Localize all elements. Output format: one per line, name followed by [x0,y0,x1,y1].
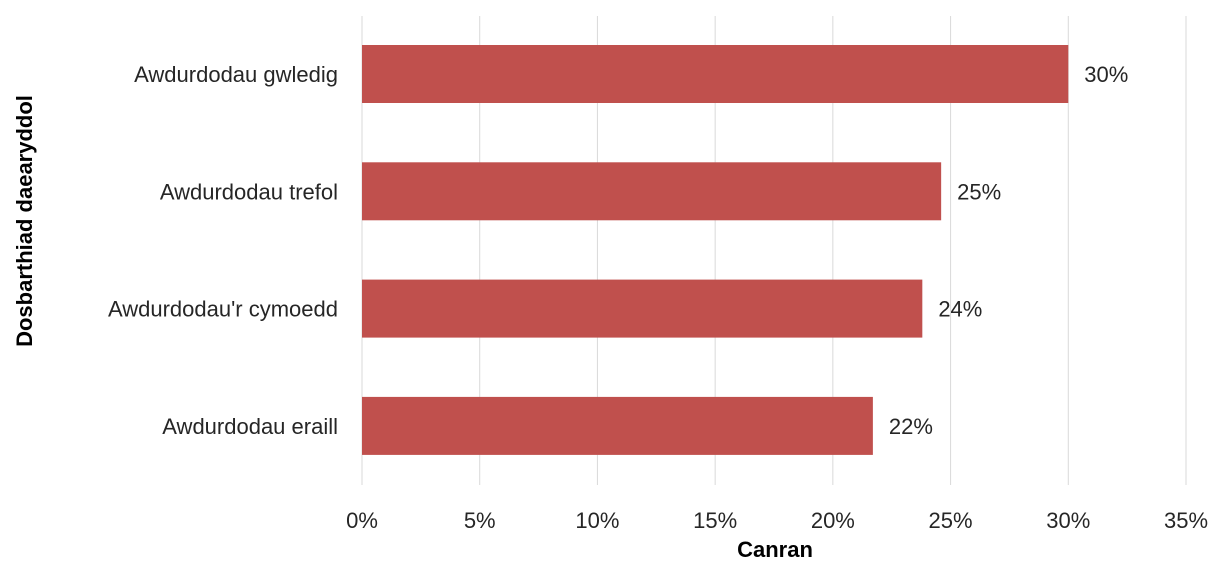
x-tick-label: 5% [464,508,496,533]
category-labels: Awdurdodau gwledig Awdurdodau trefol Awdur… [108,62,338,439]
bar-data-label: 30% [1084,62,1128,87]
bar [362,279,923,338]
x-tick-label: 0% [346,508,378,533]
x-tick-label: 15% [693,508,737,533]
x-tick-label: 35% [1164,508,1208,533]
category-label: Awdurdodau eraill [162,414,338,439]
bar [362,162,942,221]
category-label: Awdurdodau trefol [160,179,338,204]
bars [362,45,1069,455]
x-axis-title: Canran [737,537,813,562]
x-tick-label: 10% [575,508,619,533]
x-tick-label: 25% [929,508,973,533]
x-tick-labels: 0% 5% 10% 15% 20% 25% 30% 35% [346,508,1208,533]
x-tick-label: 30% [1046,508,1090,533]
y-axis-title: Dosbarthiad daearyddol [12,95,37,347]
category-label: Awdurdodau'r cymoedd [108,297,338,322]
bar-data-label: 25% [957,179,1001,204]
bar [362,396,873,455]
x-tick-label: 20% [811,508,855,533]
bar [362,45,1069,103]
data-labels: 30% 25% 24% 22% [889,62,1128,439]
bar-data-label: 22% [889,414,933,439]
category-label: Awdurdodau gwledig [134,62,338,87]
bar-data-label: 24% [938,297,982,322]
